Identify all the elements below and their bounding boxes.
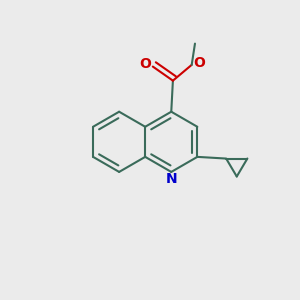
Text: O: O: [193, 56, 205, 70]
Text: N: N: [166, 172, 177, 186]
Text: O: O: [140, 57, 152, 71]
